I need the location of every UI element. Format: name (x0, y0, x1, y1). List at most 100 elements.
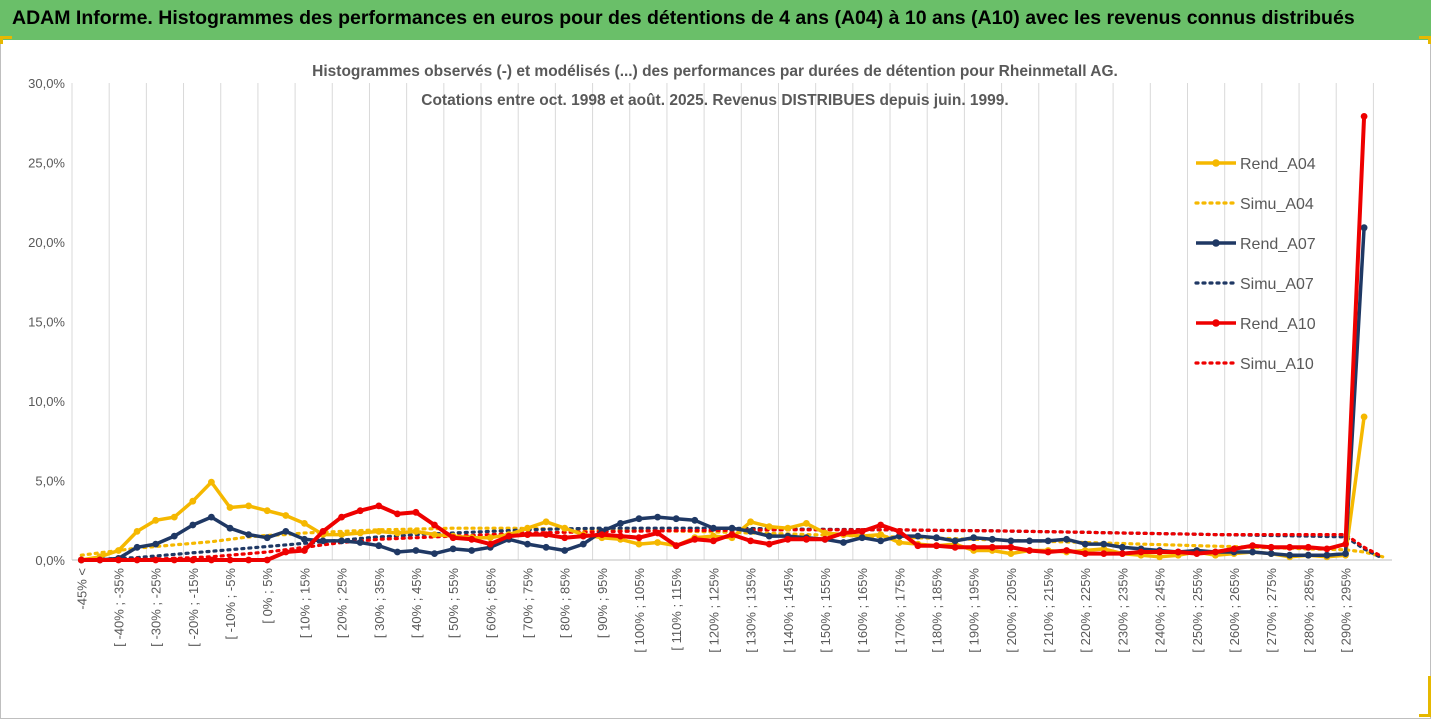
x-tick-label: [ 260% ; 265% (1227, 568, 1242, 653)
data-point (394, 529, 401, 537)
legend-label: Rend_A07 (1240, 236, 1316, 253)
data-point (951, 543, 959, 551)
data-point (765, 523, 773, 530)
x-tick-label: [ 290% ; 295% (1339, 568, 1354, 653)
axis-layer: 0,0% 5,0% 10,0% 15,0% 20,0% 25,0% 30,0% -45% < [… (28, 76, 1392, 653)
data-point (301, 535, 308, 543)
data-point (1007, 543, 1015, 551)
data-point (226, 504, 234, 511)
data-point (245, 531, 253, 538)
data-point (263, 507, 271, 515)
x-tick-label: [ 0% ; 5% (260, 568, 275, 624)
data-point (635, 540, 643, 548)
series-layer (77, 113, 1385, 564)
data-point (486, 540, 494, 548)
data-point (988, 543, 996, 551)
y-tick-label: 5,0% (35, 474, 65, 489)
data-point (561, 547, 569, 554)
data-point (970, 534, 978, 542)
corner-mark (1419, 714, 1431, 717)
data-point (412, 528, 420, 535)
data-point (524, 524, 531, 532)
data-point (747, 518, 754, 526)
data-point (1026, 547, 1033, 554)
data-point (914, 532, 922, 540)
data-point (189, 556, 197, 564)
data-point (728, 531, 736, 538)
data-point (431, 521, 438, 529)
data-point (1249, 548, 1256, 556)
data-point (1267, 550, 1275, 557)
grid-layer (71, 83, 1374, 560)
data-point (1100, 550, 1108, 557)
data-point (1304, 543, 1312, 551)
data-point (152, 556, 160, 564)
data-point (449, 534, 457, 542)
data-point (375, 502, 383, 510)
data-point (245, 502, 253, 510)
data-point (803, 535, 810, 543)
y-tick-label: 30,0% (28, 76, 65, 91)
legend-label: Simu_A04 (1240, 196, 1314, 213)
data-point (245, 556, 253, 564)
data-point (672, 515, 680, 523)
data-point (338, 513, 345, 521)
data-point (1360, 413, 1368, 421)
data-point (394, 548, 401, 556)
x-tick-label: [ 110% ; 115% (669, 568, 684, 651)
data-point (1137, 548, 1145, 556)
data-point (263, 534, 271, 542)
legend-marker (1212, 159, 1220, 167)
data-point (747, 537, 754, 545)
x-tick-label: [ 80% ; 85% (558, 568, 573, 639)
data-point (468, 535, 476, 543)
legend-label: Rend_A10 (1240, 316, 1316, 333)
data-point (542, 518, 550, 526)
data-point (1119, 550, 1126, 557)
data-point (505, 532, 513, 540)
data-point (821, 535, 829, 543)
x-tick-label: [ 120% ; 125% (706, 568, 721, 653)
data-point (933, 542, 940, 550)
x-tick-label: [ 160% ; 165% (855, 568, 870, 653)
data-point (710, 537, 717, 545)
data-point (1063, 535, 1070, 543)
data-point (356, 529, 364, 537)
data-point (412, 508, 420, 516)
data-point (561, 534, 569, 542)
data-point (1323, 545, 1331, 553)
data-point (152, 516, 160, 524)
data-point (542, 531, 550, 538)
x-tick-label: [ 10% ; 15% (297, 568, 312, 639)
data-point (524, 540, 531, 548)
x-tick-label: [ -40% ; -35% (111, 568, 126, 647)
data-point (1063, 547, 1070, 554)
legend: Rend_A04 Simu_A04 Rend_A07 Simu_A07 Rend_A10… (1194, 156, 1316, 373)
data-point (728, 524, 736, 532)
data-point (710, 532, 717, 540)
x-tick-label: [ 230% ; 235% (1115, 568, 1130, 653)
data-point (133, 528, 141, 535)
data-point (821, 529, 829, 537)
x-tick-label: [ 220% ; 225% (1078, 568, 1093, 653)
data-point (784, 524, 792, 532)
y-tick-label: 0,0% (35, 553, 65, 568)
data-point (858, 528, 866, 535)
legend-marker (1212, 239, 1220, 247)
x-tick-label: [ 210% ; 215% (1041, 568, 1056, 653)
data-point (208, 478, 215, 486)
x-tick-label: [ 170% ; 175% (892, 568, 907, 653)
data-point (133, 543, 141, 551)
data-point (1081, 550, 1089, 557)
data-point (375, 528, 383, 535)
data-point (412, 547, 420, 554)
x-tick-label: [ 130% ; 135% (744, 568, 759, 653)
data-point (970, 543, 978, 551)
legend-marker (1212, 319, 1220, 327)
data-point (189, 497, 197, 505)
legend-label: Simu_A07 (1240, 276, 1314, 293)
data-point (877, 537, 885, 545)
series-line-Rend_A10 (81, 116, 1367, 562)
data-point (877, 521, 885, 529)
